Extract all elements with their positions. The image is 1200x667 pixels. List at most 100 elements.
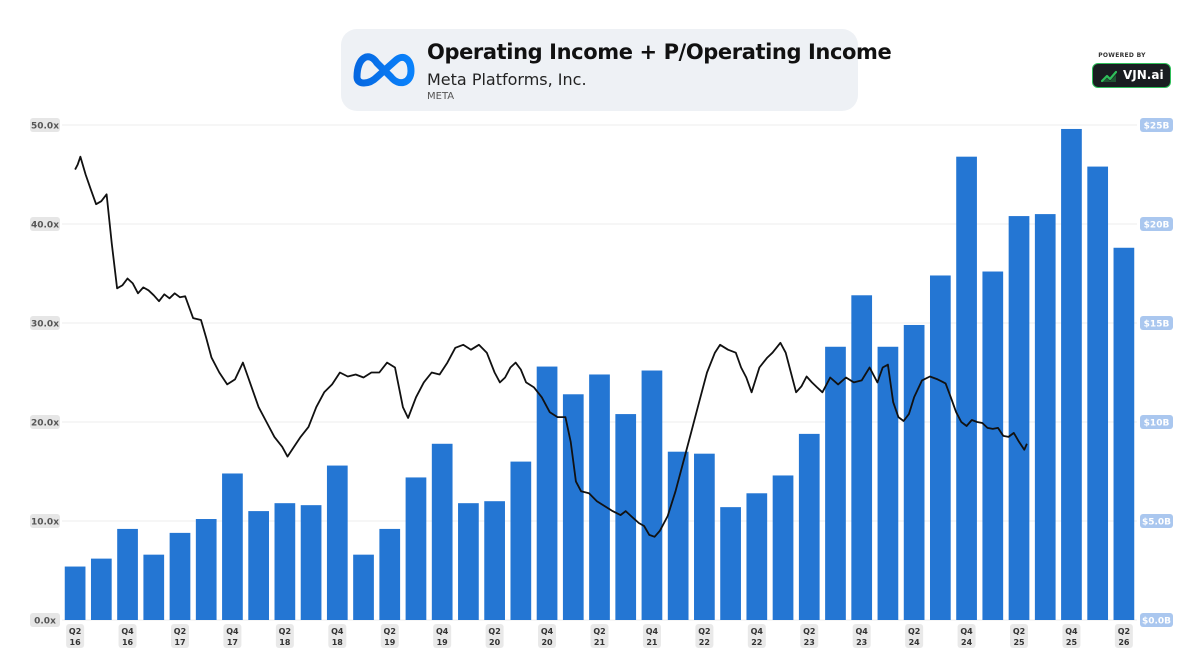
x-tick-bg: [223, 624, 242, 648]
x-tick-label-quarter: Q2: [174, 627, 186, 636]
bar: [877, 346, 899, 620]
x-tick-label-quarter: Q4: [856, 627, 869, 636]
bar: [615, 414, 637, 620]
x-tick-label-quarter: Q2: [908, 627, 920, 636]
x-tick-bg: [852, 624, 871, 648]
x-tick-bg: [433, 624, 452, 648]
x-tick-label-year: 22: [751, 638, 762, 647]
y-right-tick-bg: [1140, 514, 1173, 528]
bar: [1113, 247, 1135, 620]
y-left-tick-label: 40.0x: [31, 221, 59, 231]
bar: [431, 443, 453, 620]
brand-badge-container[interactable]: POWERED BY VJN.ai: [1092, 52, 1172, 88]
bar: [274, 503, 296, 620]
x-tick-label-quarter: Q4: [436, 627, 449, 636]
x-tick-label-year: 20: [541, 638, 553, 647]
bar: [1061, 128, 1082, 620]
x-tick-label-year: 25: [1013, 638, 1025, 647]
x-tick-label-quarter: Q4: [121, 627, 134, 636]
x-tick-label-year: 18: [332, 638, 344, 647]
y-left-tick-label: 0.0x: [34, 617, 56, 627]
bar: [248, 511, 270, 620]
y-right-tick-label: $10B: [1144, 419, 1170, 429]
bar: [825, 346, 846, 620]
ticker-symbol: META: [427, 91, 455, 102]
x-tick-label-quarter: Q2: [488, 627, 500, 636]
bar: [484, 501, 505, 620]
x-tick-label-quarter: Q2: [593, 627, 605, 636]
y-right-tick-bg: [1140, 613, 1173, 627]
y-left-tick-bg: [30, 415, 60, 429]
y-right-tick-label: $15B: [1144, 320, 1170, 330]
x-tick-bg: [800, 624, 819, 648]
x-tick-label-year: 25: [1066, 638, 1078, 647]
x-tick-bg: [275, 624, 294, 648]
x-tick-label-quarter: Q4: [960, 627, 973, 636]
x-tick-label-quarter: Q2: [279, 627, 291, 636]
x-tick-label-quarter: Q2: [698, 627, 710, 636]
y-right-tick-bg: [1140, 118, 1173, 132]
bar: [929, 275, 951, 620]
x-tick-label-quarter: Q2: [1118, 627, 1130, 636]
bar: [720, 507, 741, 620]
x-tick-bg: [957, 624, 976, 648]
x-tick-label-quarter: Q4: [646, 627, 659, 636]
x-axis: Q2 16 Q4 16 Q2 17 Q4 17 Q2 18 Q4 18 Q2 19 Q4 19 Q2 20 Q4 20…: [66, 624, 1133, 648]
x-tick-bg: [118, 624, 137, 648]
x-tick-label-year: 21: [646, 638, 658, 647]
x-tick-label-quarter: Q2: [69, 627, 81, 636]
bar: [379, 528, 401, 620]
bar: [562, 394, 584, 620]
bar: [667, 451, 689, 620]
bar: [353, 554, 374, 620]
y-left-tick-label: 10.0x: [31, 518, 59, 528]
x-tick-bg: [695, 624, 714, 648]
bar: [536, 366, 558, 620]
y-left-tick-bg: [30, 316, 60, 330]
y-right-tick-label: $0.0B: [1142, 617, 1171, 627]
company-name: Meta Platforms, Inc.: [427, 70, 587, 89]
bar: [143, 554, 165, 620]
x-tick-label-quarter: Q2: [384, 627, 396, 636]
x-tick-label-quarter: Q4: [331, 627, 344, 636]
bar: [300, 505, 322, 620]
bar: [195, 519, 217, 620]
x-tick-label-year: 17: [227, 638, 238, 647]
x-tick-label-year: 16: [70, 638, 82, 647]
x-tick-bg: [66, 624, 85, 648]
bar: [222, 473, 243, 620]
bar: [1087, 166, 1109, 620]
x-tick-label-year: 24: [961, 638, 973, 647]
x-tick-bg: [905, 624, 924, 648]
x-tick-bg: [485, 624, 504, 648]
x-tick-label-year: 19: [384, 638, 396, 647]
x-tick-bg: [328, 624, 347, 648]
brand-badge[interactable]: VJN.ai: [1092, 63, 1171, 88]
x-tick-bg: [170, 624, 189, 648]
bar: [64, 566, 86, 620]
x-tick-label-quarter: Q4: [1065, 627, 1078, 636]
x-tick-label-quarter: Q2: [803, 627, 815, 636]
bar: [1008, 216, 1030, 620]
y-axis-left: 0.0x 10.0x 20.0x 30.0x 40.0x 50.0x: [30, 118, 60, 627]
brand-name: VJN.ai: [1123, 68, 1164, 82]
y-left-tick-bg: [30, 118, 60, 132]
y-left-tick-label: 20.0x: [31, 419, 59, 429]
x-tick-bg: [1010, 624, 1029, 648]
x-tick-bg: [642, 624, 661, 648]
y-right-tick-bg: [1140, 316, 1173, 330]
x-tick-label-year: 16: [122, 638, 134, 647]
x-tick-label-year: 18: [279, 638, 291, 647]
bar: [510, 461, 532, 620]
x-tick-bg: [590, 624, 609, 648]
y-left-tick-bg: [30, 217, 60, 231]
x-tick-label-year: 24: [909, 638, 921, 647]
bar: [798, 433, 820, 620]
x-tick-label-year: 23: [856, 638, 867, 647]
x-tick-label-year: 20: [489, 638, 501, 647]
bar: [589, 374, 610, 620]
multiple-line-series: [74, 155, 1028, 538]
x-tick-label-quarter: Q4: [541, 627, 554, 636]
x-tick-bg: [380, 624, 399, 648]
